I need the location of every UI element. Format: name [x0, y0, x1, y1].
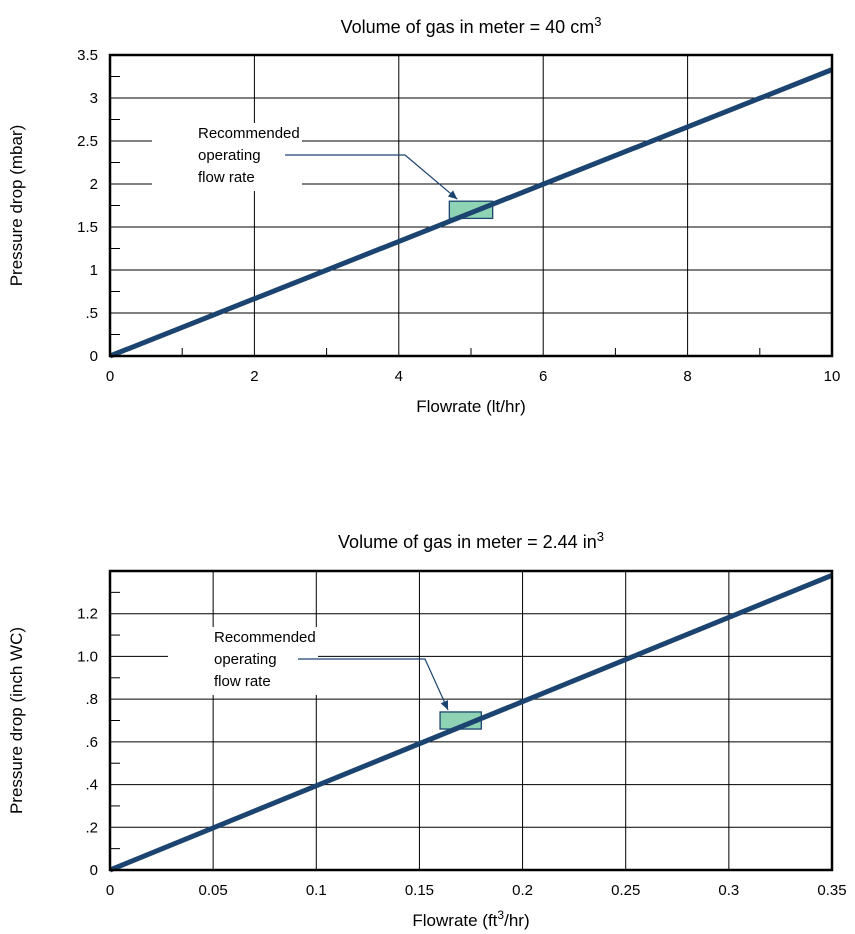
y-tick-label: 0 [90, 348, 98, 365]
recommended-range-box [448, 200, 494, 220]
x-tick-label: 0 [106, 368, 114, 385]
x-tick-label: 0.15 [405, 882, 434, 899]
chart-2: Recommended operating flow rate 0 0.05 0.1 0.1… [7, 529, 847, 930]
series-line [109, 67, 833, 359]
chart-title: Volume of gas in meter = 2.44 in3 [338, 529, 604, 552]
y-tick-label: 3.5 [77, 47, 98, 64]
y-tick-label: 1.2 [77, 606, 98, 623]
plot-frame [108, 53, 834, 358]
annotation-background [168, 627, 318, 695]
y-tick-label: .4 [85, 777, 98, 794]
annotation-label: operating [198, 147, 261, 164]
y-tick-label: 2 [90, 176, 98, 193]
series-line [109, 572, 833, 873]
y-axis-title: Pressure drop (mbar) [7, 125, 26, 287]
y-tick-label: 1.0 [77, 648, 98, 665]
x-tick-label: 6 [539, 368, 547, 385]
y-axis-title: Pressure drop (inch WC) [7, 627, 26, 814]
y-tick-label: .8 [85, 691, 98, 708]
x-tick-label: 0.25 [611, 882, 640, 899]
plot-frame [108, 569, 834, 872]
chart-1: Recommended operating flow rate 0 2 4 6 8 10 0 .5 1… [7, 14, 840, 416]
x-tick-label: 4 [395, 368, 403, 385]
x-tick-label: 8 [683, 368, 691, 385]
annotation-leader [298, 658, 449, 711]
y-tick-label: 0 [90, 862, 98, 879]
y-tick-label: 1 [90, 262, 98, 279]
y-tick-label: .6 [85, 734, 98, 751]
annotation-arrowhead [447, 190, 458, 200]
x-tick-label: 0.35 [817, 882, 846, 899]
annotation-leader [285, 154, 458, 200]
y-tick-label: 2.5 [77, 133, 98, 150]
annotation-label: operating [214, 651, 277, 668]
x-tick-label: 0.3 [718, 882, 739, 899]
x-axis-title: Flowrate (lt/hr) [416, 397, 526, 416]
y-tick-label: 3 [90, 90, 98, 107]
annotation-label: flow rate [214, 673, 271, 690]
x-tick-label: 10 [824, 368, 841, 385]
x-tick-label: 0.1 [306, 882, 327, 899]
x-tick-label: 0 [106, 882, 114, 899]
x-tick-label: 2 [250, 368, 258, 385]
y-tick-label: 1.5 [77, 219, 98, 236]
y-tick-label: .5 [85, 305, 98, 322]
annotation-background [152, 123, 302, 191]
y-tick-label: .2 [85, 819, 98, 836]
annotation-label: flow rate [198, 169, 255, 186]
chart-title: Volume of gas in meter = 40 cm3 [341, 14, 602, 37]
x-axis-title: Flowrate (ft3/hr) [412, 908, 529, 930]
x-tick-label: 0.05 [199, 882, 228, 899]
annotation-label: Recommended [214, 629, 316, 646]
annotation-label: Recommended [198, 125, 300, 142]
x-tick-label: 0.2 [512, 882, 533, 899]
annotation-arrowhead [440, 700, 449, 710]
